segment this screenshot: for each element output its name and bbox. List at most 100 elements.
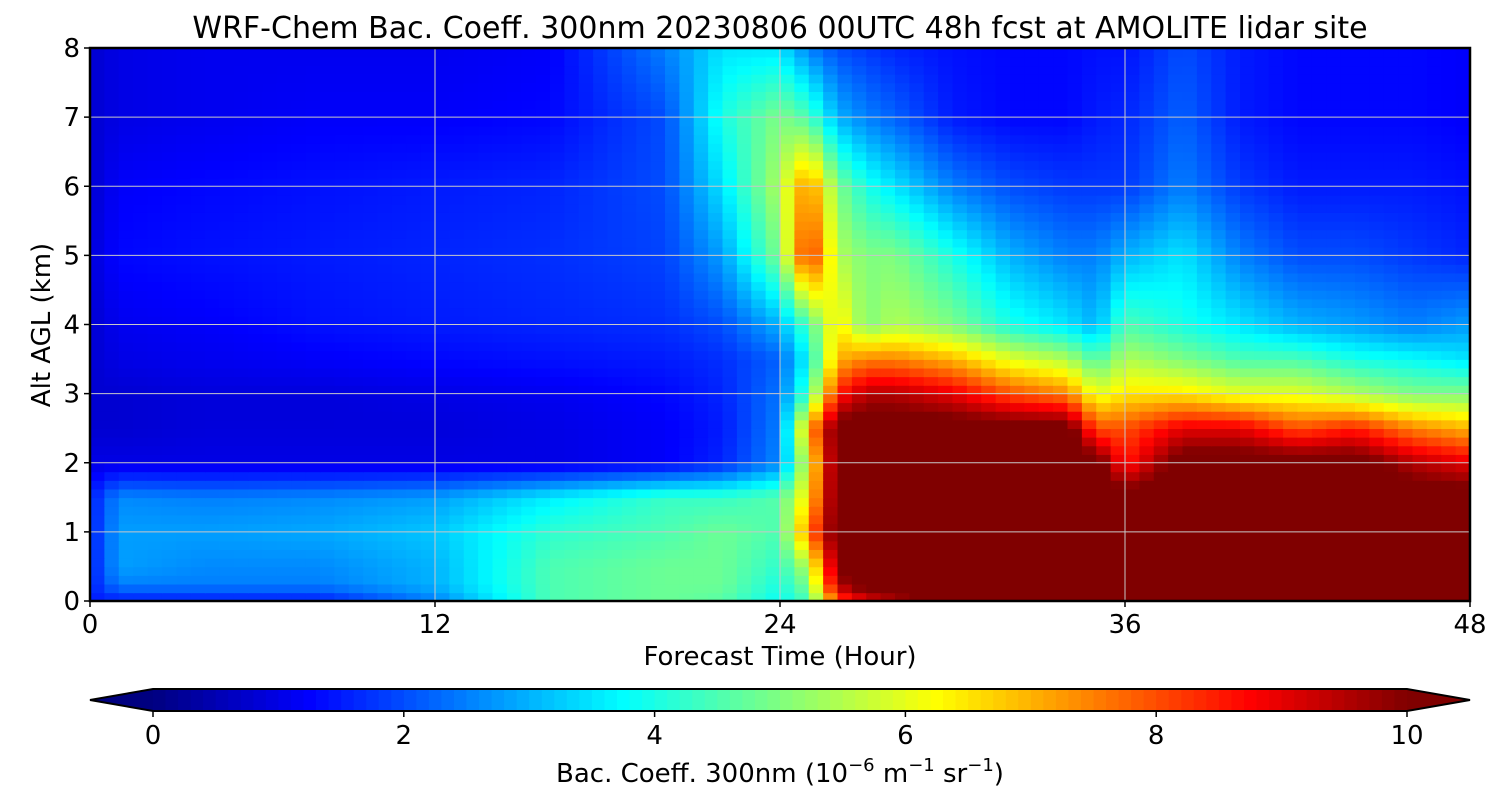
- heatmap-cell: [1196, 488, 1213, 499]
- heatmap-cell: [1355, 480, 1371, 490]
- heatmap-cell: [751, 583, 767, 594]
- heatmap-cell: [808, 583, 824, 594]
- heatmap-cell: [708, 592, 724, 601]
- heatmap-cell: [521, 419, 537, 429]
- heatmap-cell: [391, 583, 408, 594]
- heatmap-cell: [1455, 177, 1470, 188]
- heatmap-cell: [751, 592, 767, 601]
- heatmap-cell: [780, 246, 796, 257]
- heatmap-cell: [1096, 376, 1112, 386]
- heatmap-cell: [1110, 272, 1126, 283]
- heatmap-cell: [1211, 281, 1227, 291]
- heatmap-cell: [1254, 436, 1270, 447]
- heatmap-cell: [1455, 246, 1470, 257]
- heatmap-cell: [1211, 229, 1227, 239]
- heatmap-cell: [90, 505, 106, 516]
- heatmap-cell: [506, 480, 523, 490]
- heatmap-cell: [607, 350, 623, 360]
- heatmap-cell: [679, 402, 695, 412]
- heatmap-cell: [1053, 246, 1069, 257]
- heatmap-cell: [679, 566, 695, 576]
- heatmap-cell: [1125, 583, 1141, 594]
- heatmap-cell: [1053, 272, 1069, 283]
- heatmap-cell: [1182, 324, 1198, 334]
- heatmap-cell: [1110, 419, 1126, 429]
- heatmap-cell: [1211, 583, 1227, 594]
- heatmap-cell: [736, 315, 753, 326]
- heatmap-cell: [506, 488, 523, 499]
- heatmap-cell: [1024, 333, 1040, 343]
- heatmap-cell: [90, 497, 106, 507]
- heatmap-cell: [708, 531, 724, 542]
- heatmap-cell: [90, 428, 106, 438]
- heatmap-cell: [1081, 281, 1098, 291]
- heatmap-cell: [1139, 160, 1155, 170]
- heatmap-cell: [233, 497, 249, 507]
- heatmap-cell: [1225, 514, 1241, 525]
- heatmap-cell: [679, 350, 695, 360]
- heatmap-cell: [161, 177, 178, 188]
- heatmap-cell: [1268, 186, 1284, 196]
- heatmap-cell: [966, 238, 983, 248]
- heatmap-cell: [895, 272, 911, 283]
- heatmap-cell: [895, 246, 911, 257]
- heatmap-cell: [966, 220, 983, 231]
- heatmap-cell: [406, 367, 422, 378]
- heatmap-cell: [1081, 264, 1098, 274]
- heatmap-cell: [262, 186, 278, 196]
- heatmap-cell: [205, 462, 221, 473]
- heatmap-cell: [1067, 298, 1083, 309]
- heatmap-cell: [1369, 583, 1385, 594]
- heatmap-cell: [305, 540, 321, 550]
- heatmap-cell: [1182, 488, 1198, 499]
- heatmap-cell: [377, 505, 393, 516]
- heatmap-cell: [578, 324, 594, 334]
- heatmap-cell: [650, 445, 666, 455]
- heatmap-cell: [276, 315, 293, 326]
- heatmap-cell: [837, 289, 853, 300]
- heatmap-cell: [1096, 341, 1112, 352]
- heatmap-cell: [1311, 151, 1328, 162]
- heatmap-cell: [1369, 445, 1385, 455]
- heatmap-cell: [751, 298, 767, 309]
- heatmap-cell: [104, 272, 120, 283]
- heatmap-cell: [1412, 523, 1428, 533]
- heatmap-cell: [650, 194, 666, 205]
- heatmap-cell: [808, 436, 824, 447]
- heatmap-cell: [593, 212, 609, 222]
- heatmap-cell: [1426, 436, 1443, 447]
- heatmap-cell: [593, 194, 609, 205]
- heatmap-cell: [1441, 186, 1457, 196]
- heatmap-cell: [506, 307, 523, 317]
- heatmap-cell: [665, 264, 681, 274]
- heatmap-cell: [1326, 480, 1342, 490]
- heatmap-cell: [248, 315, 264, 326]
- heatmap-cell: [966, 471, 983, 481]
- heatmap-cell: [363, 324, 379, 334]
- heatmap-cell: [1196, 583, 1213, 594]
- heatmap-cell: [1340, 575, 1356, 585]
- heatmap-cell: [1340, 480, 1356, 490]
- heatmap-cell: [118, 194, 134, 205]
- heatmap-cell: [161, 220, 178, 231]
- heatmap-cell: [133, 307, 149, 317]
- heatmap-cell: [1412, 471, 1428, 481]
- heatmap-cell: [952, 445, 968, 455]
- heatmap-cell: [118, 557, 134, 568]
- heatmap-cell: [1225, 350, 1241, 360]
- heatmap-cell: [1268, 350, 1284, 360]
- heatmap-cell: [463, 289, 479, 300]
- heatmap-cell: [866, 307, 882, 317]
- heatmap-cell: [1053, 264, 1069, 274]
- heatmap-cell: [1426, 264, 1443, 274]
- heatmap-cell: [320, 540, 336, 550]
- heatmap-cell: [276, 410, 293, 421]
- heatmap-cell: [1110, 229, 1126, 239]
- heatmap-cell: [478, 557, 494, 568]
- heatmap-cell: [334, 307, 350, 317]
- heatmap-cell: [1311, 177, 1328, 188]
- heatmap-cell: [1355, 186, 1371, 196]
- heatmap-cell: [435, 592, 451, 601]
- heatmap-cell: [478, 246, 494, 257]
- heatmap-cell: [607, 376, 623, 386]
